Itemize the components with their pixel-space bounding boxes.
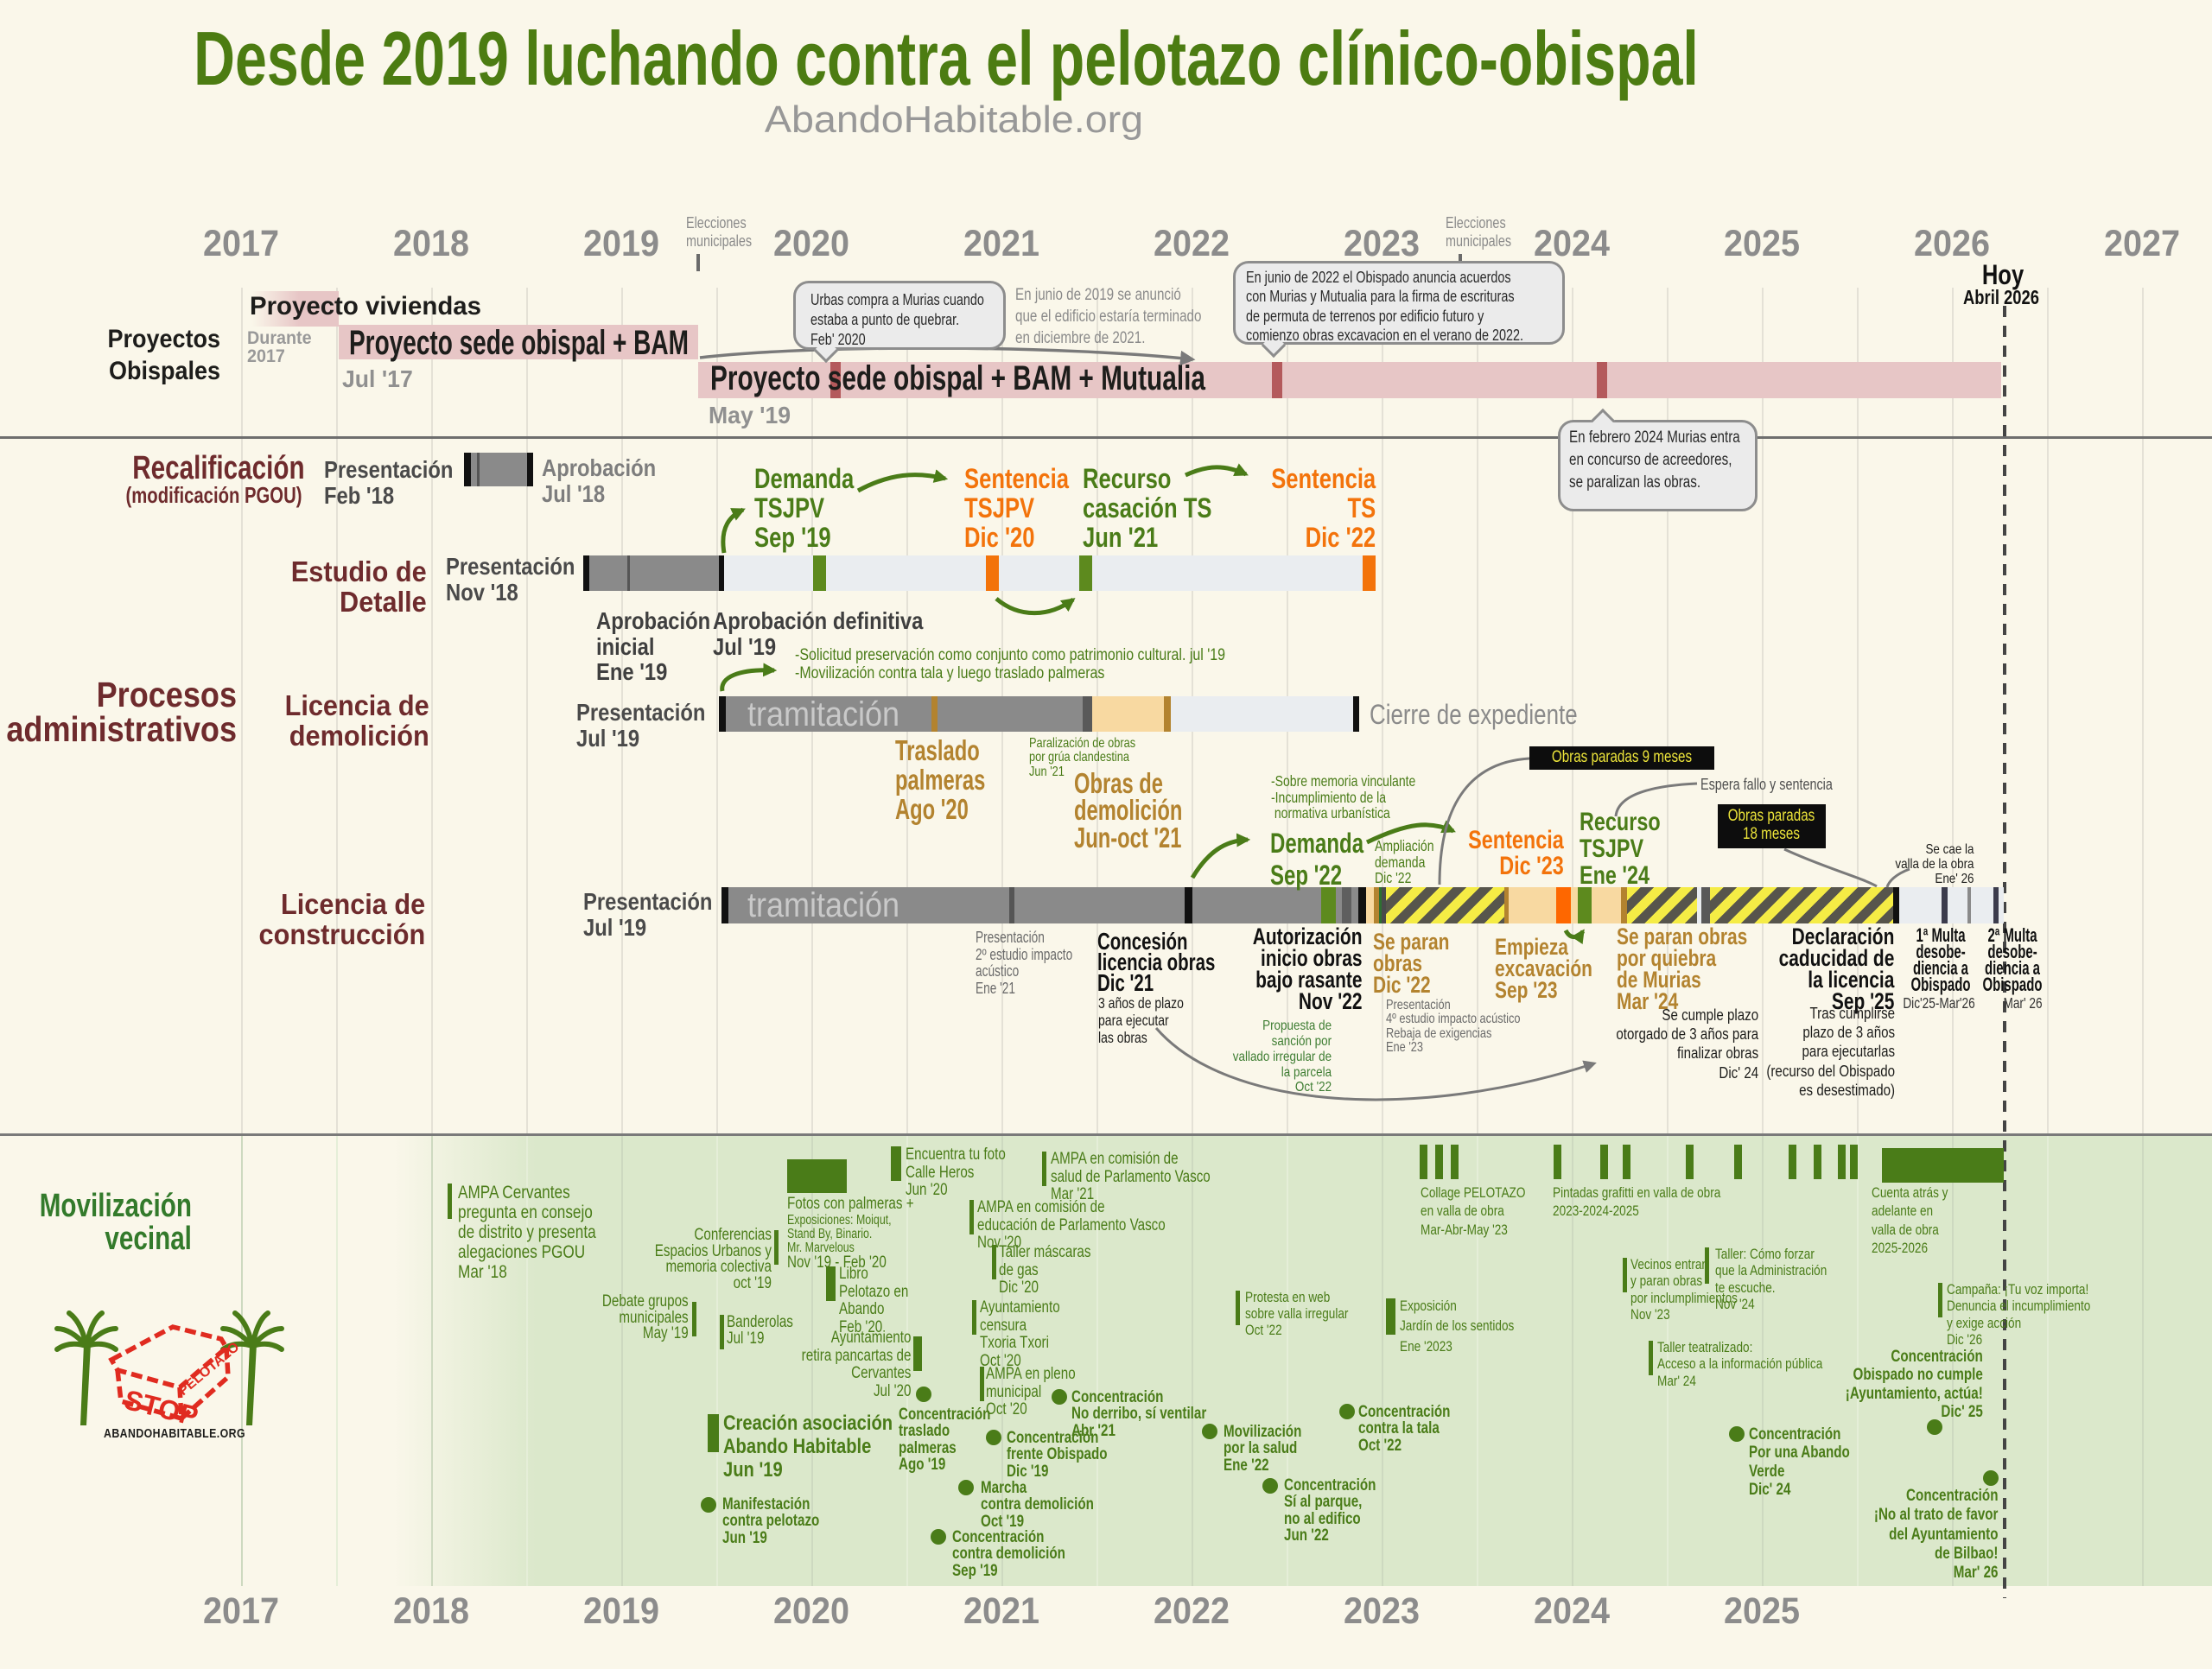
svg-text:PELOTAZO: PELOTAZO	[176, 1340, 243, 1399]
